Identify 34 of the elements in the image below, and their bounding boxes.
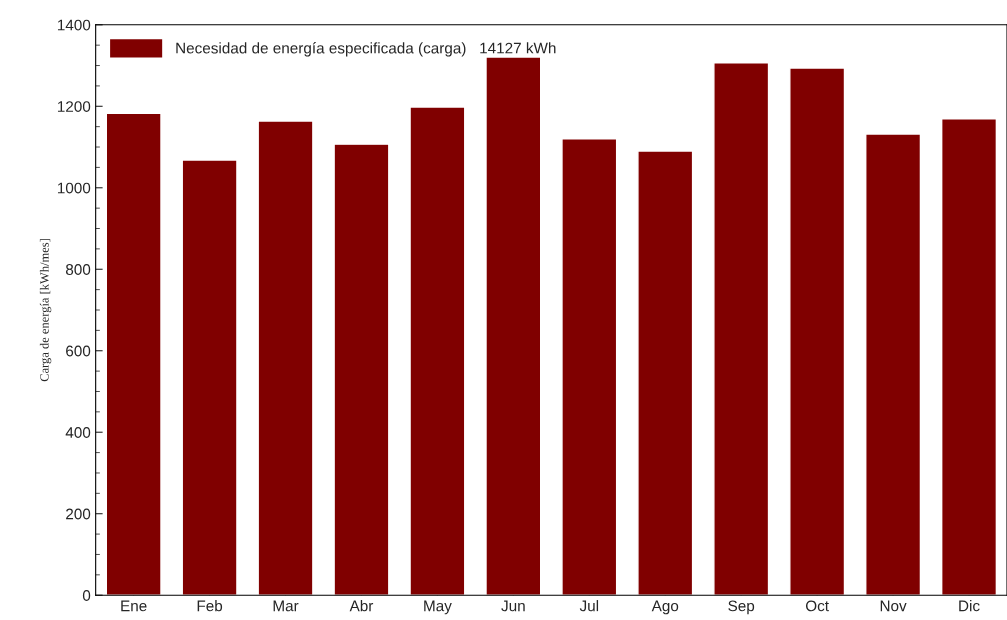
x-tick-label: Oct xyxy=(805,600,829,612)
x-tick-label: Jul xyxy=(579,600,599,612)
bar xyxy=(865,133,922,596)
x-tick-label: Jun xyxy=(501,600,525,612)
x-tick-label: Ago xyxy=(651,600,679,615)
y-tick-label: 800 xyxy=(65,264,91,275)
legend-label: Necesidad de energía especificada (carga) 14127 kWh xyxy=(176,42,556,57)
bar xyxy=(637,150,694,596)
bar xyxy=(257,120,314,596)
bar xyxy=(561,138,618,596)
y-tick-label: 1400 xyxy=(57,19,91,31)
y-tick-label: 600 xyxy=(66,345,91,357)
x-tick-label: Nov xyxy=(880,600,907,612)
x-tick-label: Abr xyxy=(349,600,374,612)
bar xyxy=(713,61,770,596)
y-tick-label: 0 xyxy=(82,590,91,601)
y-axis-title: Carga de energía [kWh/mes] xyxy=(39,239,52,382)
bar xyxy=(105,112,162,596)
y-tick-label: 1200 xyxy=(57,101,91,112)
x-tick-label: Mar xyxy=(273,600,299,612)
x-tick-label: Dic xyxy=(959,600,980,612)
bar xyxy=(409,106,466,596)
y-tick-label: 200 xyxy=(66,508,91,520)
bar xyxy=(333,143,390,596)
x-tick-label: Ene xyxy=(121,600,147,612)
x-tick-label: Sep xyxy=(728,600,755,615)
bar xyxy=(940,118,998,596)
bar xyxy=(789,67,846,596)
x-tick-label: Feb xyxy=(197,600,223,612)
x-tick-label: May xyxy=(424,600,452,615)
bar xyxy=(485,56,542,596)
y-tick-label: 400 xyxy=(65,427,91,438)
bar xyxy=(181,159,238,596)
y-tick-label: 1000 xyxy=(57,182,91,194)
